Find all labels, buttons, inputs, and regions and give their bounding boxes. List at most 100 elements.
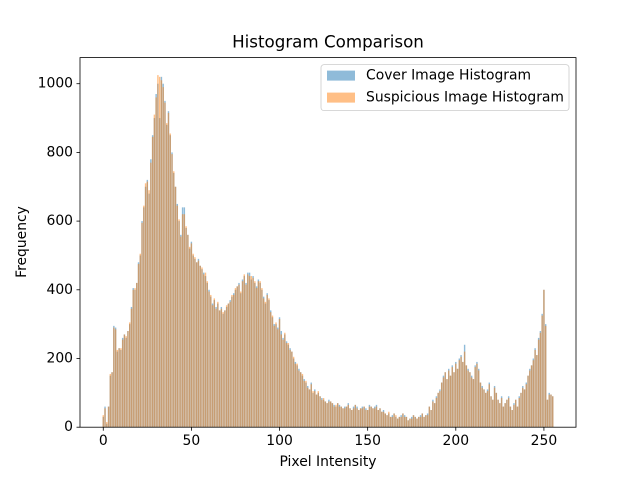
bar — [197, 260, 200, 428]
bar — [456, 368, 459, 428]
bar — [257, 281, 260, 428]
bar — [264, 301, 267, 428]
bar — [123, 334, 126, 428]
legend-label: Suspicious Image Histogram — [366, 90, 564, 106]
bar — [462, 361, 464, 428]
bar — [255, 288, 258, 428]
bar — [328, 401, 330, 428]
bar — [488, 384, 490, 428]
bar — [520, 392, 522, 428]
bar — [121, 339, 124, 428]
bar — [273, 325, 275, 428]
bar — [204, 272, 207, 428]
bar — [391, 416, 394, 428]
legend: Cover Image Histogram Suspicious Image Hi… — [320, 64, 570, 111]
bar — [546, 399, 549, 428]
x-tick-label: 250 — [531, 433, 558, 449]
bar — [259, 281, 261, 428]
bar — [412, 415, 415, 428]
bar — [423, 416, 425, 428]
legend-swatch — [327, 70, 355, 81]
bar — [497, 399, 499, 428]
plot-area — [102, 75, 554, 428]
bar — [240, 291, 242, 428]
bar — [495, 392, 498, 428]
y-tick-label: 200 — [46, 351, 73, 367]
bar — [511, 410, 513, 428]
bar — [326, 403, 328, 428]
bar — [275, 322, 277, 428]
bar — [224, 310, 226, 428]
bar — [548, 394, 550, 428]
bar — [430, 410, 432, 428]
bar — [268, 298, 270, 428]
bar — [363, 406, 365, 428]
bar — [409, 418, 411, 428]
bar — [544, 325, 547, 428]
bar — [208, 291, 210, 428]
bar — [220, 308, 223, 428]
bar — [465, 365, 468, 428]
bar — [252, 277, 254, 428]
bar — [243, 274, 245, 428]
bar — [298, 370, 300, 428]
bar — [499, 403, 501, 428]
bar — [315, 394, 318, 428]
bar — [449, 375, 452, 428]
bar — [426, 415, 429, 428]
bar — [396, 418, 399, 428]
x-axis-label: Pixel Intensity — [279, 454, 376, 470]
bar — [324, 401, 327, 428]
bar — [342, 408, 344, 428]
bar — [120, 348, 122, 428]
bar — [321, 399, 323, 428]
bar — [215, 308, 217, 428]
bar — [192, 253, 194, 428]
bar — [150, 162, 152, 428]
bar — [534, 349, 536, 428]
bar — [211, 305, 214, 428]
bar — [151, 136, 154, 428]
bar — [114, 329, 117, 428]
bar — [250, 276, 253, 428]
bar — [345, 406, 348, 428]
bar — [393, 413, 395, 428]
bar — [127, 331, 129, 428]
bar — [331, 403, 334, 428]
bar — [455, 363, 457, 428]
bar — [174, 186, 177, 428]
bar — [280, 334, 282, 428]
bar — [188, 246, 191, 428]
bar — [218, 310, 221, 428]
bar — [116, 349, 119, 428]
bar — [485, 392, 487, 428]
bar — [516, 406, 519, 428]
bar — [349, 408, 351, 428]
bar — [372, 408, 374, 428]
bar — [527, 375, 529, 428]
x-tick-label: 0 — [99, 433, 108, 449]
bar — [125, 336, 127, 428]
bar — [435, 398, 438, 428]
bar — [444, 372, 446, 428]
legend-swatch — [327, 92, 355, 103]
bar — [160, 80, 163, 428]
bar — [278, 318, 281, 428]
bar — [492, 399, 494, 428]
bar — [433, 403, 436, 428]
bar — [136, 282, 138, 428]
legend-box — [320, 64, 570, 111]
bar — [158, 76, 161, 428]
bar — [416, 418, 418, 428]
bar — [270, 312, 272, 428]
bar — [155, 97, 157, 428]
bar — [356, 408, 358, 428]
bar — [469, 372, 471, 428]
bar — [229, 301, 231, 428]
bar — [153, 114, 156, 428]
bar — [143, 205, 145, 428]
bar — [292, 356, 295, 428]
bar — [506, 399, 508, 428]
